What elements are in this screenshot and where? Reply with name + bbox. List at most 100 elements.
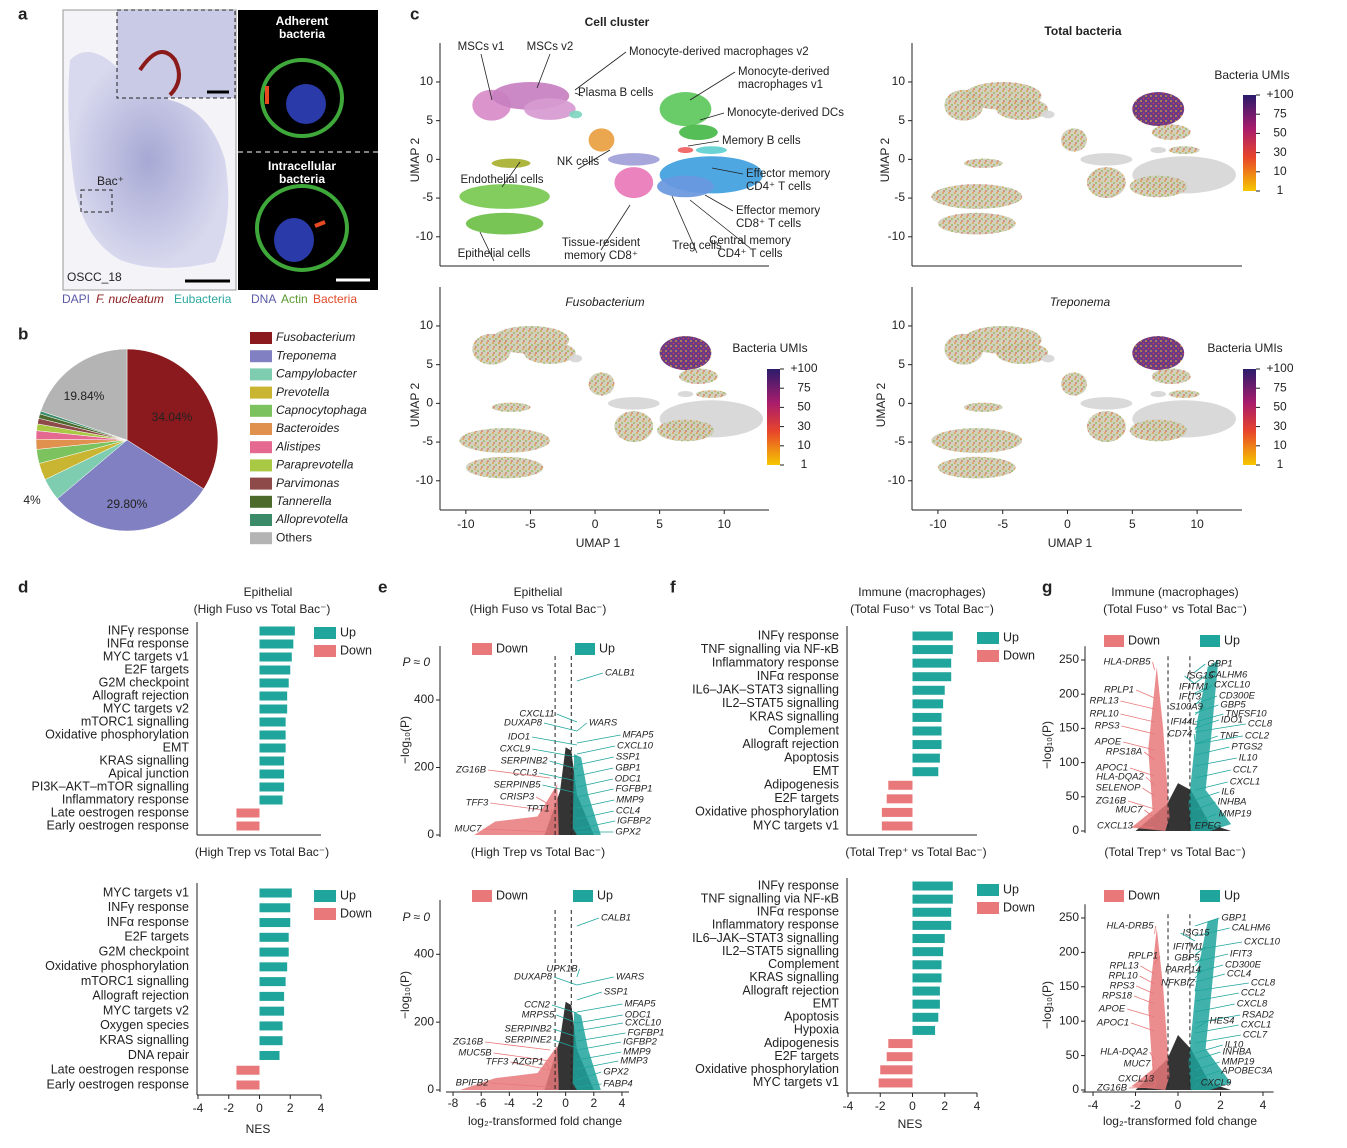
leader-line [711,167,744,175]
bar [886,1052,913,1062]
gene-label: HES4 [1210,1016,1235,1027]
legend-swatch [472,890,492,902]
bacterium [314,220,326,228]
category-label: INFγ response [758,628,839,642]
leader-line [574,92,584,97]
y-tick-label: 50 [1066,789,1080,803]
chart-subtitle: (High Trep vs Total Bac⁻) [471,845,605,859]
bar [912,999,940,1009]
category-label: KRAS signalling [99,753,189,767]
gene-label: IL10 [1225,1040,1244,1051]
y-tick-label: 5 [898,357,905,371]
leader-line [1130,1022,1155,1032]
y-axis-label: −log₁₀(P) [398,716,412,764]
channel-legend: Actin [281,292,308,306]
gene-label: APOE [1094,737,1122,748]
leader-line [1194,757,1237,767]
category-label: Inflammatory response [712,655,839,669]
cell-cluster [996,342,1049,364]
leader-line [576,1032,626,1042]
leader-line [510,1061,551,1071]
leader-line [1194,663,1206,673]
legend-label: Prevotella [276,385,330,399]
y-tick-label: -10 [416,473,434,487]
bar [912,920,952,930]
cell-cluster [569,110,583,119]
x-tick-label: 2 [287,1101,294,1115]
leader-line [1194,791,1220,801]
gene-label: CXCL10 [1214,680,1251,691]
x-tick-label: -5 [997,517,1008,531]
cell-cluster [1150,146,1167,154]
gene-label: SERPINB5 [494,780,542,791]
gene-label: RPS18 [1102,991,1133,1002]
bar [912,672,952,682]
leader-line [576,1071,602,1081]
leader-line [576,788,614,798]
image-label: bacteria [279,27,325,41]
bar [912,726,942,736]
leader-line [1120,713,1155,723]
leader-line [1194,927,1230,937]
y-tick-label: 400 [414,946,434,960]
chart-subtitle: (Total Trep⁺ vs Total Bac⁻) [845,845,986,859]
chart-title: Immune (macrophages) [858,585,985,599]
cell-cluster [657,175,714,198]
y-tick-label: -10 [888,473,906,487]
legend-swatch [1104,890,1124,902]
leader-line [1123,741,1155,751]
gene-label: CXCL1 [1241,1020,1272,1031]
colorbar-tick-label: 75 [797,380,811,394]
panel-letter: b [18,324,28,343]
y-axis-label: UMAP 2 [878,137,892,182]
category-label: PI3K–AKT–mTOR signalling [32,779,190,793]
bar [259,756,285,766]
cell-cluster [523,342,576,364]
gene-label: FGFBP1 [616,784,653,795]
colorbar-label: Bacteria UMIs [732,341,807,355]
leader-line [1127,800,1155,810]
bar [881,807,913,817]
cell-cluster [679,368,718,385]
category-label: Allograft rejection [92,688,189,702]
cluster-label: NK cells [557,156,599,168]
category-label: INFα response [757,905,839,919]
cluster-label: Central memory [709,235,791,247]
legend-label: Alloprevotella [275,512,348,526]
gene-label: CCL4 [616,806,640,817]
leader-line [576,734,621,744]
cell-cluster [1151,124,1191,141]
chart-title: Fusobacterium [565,295,644,309]
bar [888,780,913,790]
leader-line [1194,695,1218,705]
bar [259,704,288,714]
category-label: Oxidative phosphorylation [695,1062,839,1076]
gene-label: HLA-DRB5 [1107,921,1155,932]
bar [886,794,913,804]
bar [912,767,939,777]
legend-swatch [250,404,272,417]
panel-letter: a [18,4,28,23]
x-tick-label: -4 [193,1101,204,1115]
leader-line [576,976,614,986]
cell-cluster [1129,175,1187,198]
leader-line [1136,985,1155,995]
cell-cluster [937,212,1016,235]
cell-cluster [588,372,615,396]
point-cloud [1188,659,1232,831]
x-tick-label: -5 [525,517,536,531]
x-tick-label: -4 [1088,1098,1099,1112]
category-label: INFγ response [108,900,189,914]
cluster-label: Tissue-resident [562,237,641,249]
gene-label: MMP3 [620,1056,648,1067]
slice-label: 34.04% [152,410,193,424]
legend-swatch [1200,635,1220,647]
leader-line [689,71,736,101]
gene-label: IFITM1 [1179,682,1209,693]
legend-label: Down [1003,900,1035,914]
y-axis-label: −log₁₀(P) [1040,721,1054,769]
chart-subtitle: (High Fuso vs Total Bac⁻) [194,602,331,616]
category-label: Allograft rejection [742,983,839,997]
legend-swatch [314,645,336,657]
bar [236,1065,260,1075]
